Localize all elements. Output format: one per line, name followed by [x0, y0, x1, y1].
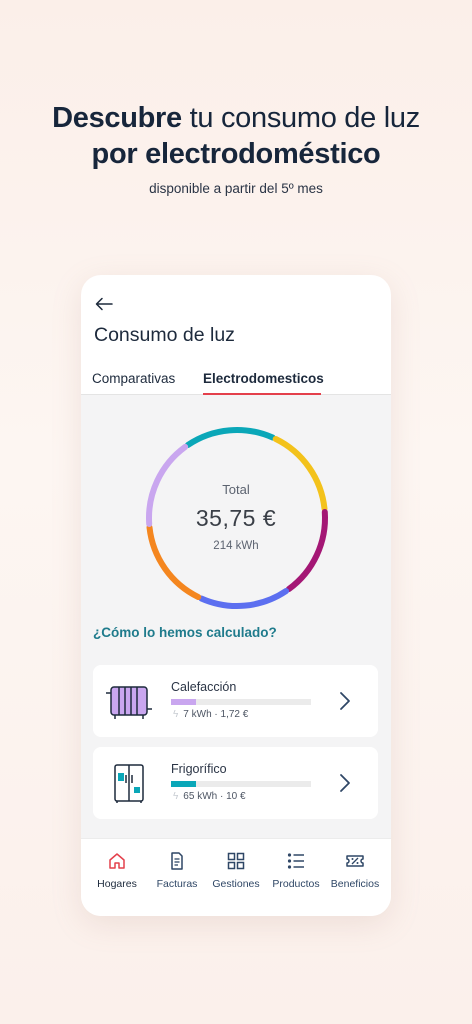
headline-bold-1: Descubre	[52, 102, 182, 134]
appliance-detail-row: ϟ 65 kWh · 10 €	[173, 791, 246, 802]
grid-icon	[227, 852, 245, 870]
invoice-icon	[171, 852, 183, 870]
nav-label: Productos	[272, 878, 320, 890]
donut-segment	[146, 524, 202, 601]
how-calculated-link[interactable]: ¿Cómo lo hemos calculado?	[93, 625, 277, 640]
nav-productos[interactable]: Productos	[265, 851, 327, 890]
page-title: Consumo de luz	[94, 324, 235, 346]
appliance-detail-row: ϟ 7 kWh · 1,72 €	[173, 709, 248, 720]
donut-segment	[198, 588, 290, 609]
nav-facturas[interactable]: Facturas	[146, 851, 208, 890]
appliance-usage-bar	[171, 699, 311, 705]
radiator-icon	[106, 686, 152, 719]
phone-mockup: Consumo de luz Comparativas Electrodomes…	[81, 275, 391, 916]
appliance-usage-bar	[171, 781, 311, 787]
arrow-left-icon	[95, 297, 113, 311]
appliance-card-calefaccion[interactable]: Calefacción ϟ 7 kWh · 1,72 €	[93, 665, 378, 737]
donut-segment	[272, 435, 328, 512]
appliance-name: Calefacción	[171, 680, 237, 694]
active-tab-indicator	[203, 393, 321, 395]
nav-label: Facturas	[156, 878, 198, 890]
nav-label: Hogares	[97, 878, 137, 890]
nav-hogares[interactable]: Hogares	[86, 851, 148, 890]
headline-bold-2: por electrodoméstico	[91, 138, 381, 170]
donut-segment	[184, 427, 276, 448]
tab-bar: Comparativas Electrodomesticos	[81, 365, 391, 395]
consumption-donut-chart	[146, 427, 328, 609]
tab-comparativas[interactable]: Comparativas	[92, 371, 176, 386]
nav-beneficios[interactable]: Beneficios	[324, 851, 386, 890]
tab-electrodomesticos[interactable]: Electrodomesticos	[203, 371, 324, 386]
appliance-usage-fill	[171, 699, 197, 705]
ticket-icon	[346, 855, 364, 867]
bolt-icon: ϟ	[173, 791, 179, 802]
appliance-detail: 65 kWh · 10 €	[183, 791, 246, 802]
list-icon	[287, 853, 304, 869]
chevron-right-icon	[340, 774, 350, 792]
promo-subtitle: disponible a partir del 5º mes	[149, 181, 323, 196]
nav-gestiones[interactable]: Gestiones	[205, 851, 267, 890]
chevron-right-icon	[340, 692, 350, 710]
appliance-name: Frigorífico	[171, 762, 227, 776]
back-button[interactable]	[93, 293, 115, 315]
headline-regular-1: tu consumo de luz	[181, 102, 421, 134]
home-icon	[109, 853, 125, 869]
total-label: Total	[222, 482, 250, 497]
content-area: Total 35,75 € 214 kWh ¿Cómo lo hemos cal…	[81, 395, 391, 838]
nav-label: Gestiones	[212, 878, 260, 890]
donut-segment	[285, 509, 328, 593]
promo-headline: Descubre tu consumo de luz por electrodo…	[0, 100, 472, 172]
appliance-card-frigorifico[interactable]: Frigorífico ϟ 65 kWh · 10 €	[93, 747, 378, 819]
bolt-icon: ϟ	[173, 709, 179, 720]
nav-label: Beneficios	[330, 878, 380, 890]
fridge-icon	[114, 764, 144, 803]
donut-segment	[146, 443, 189, 527]
total-kwh: 214 kWh	[213, 540, 259, 552]
total-value: 35,75 €	[195, 505, 277, 531]
bottom-navigation: Hogares Facturas Gestiones	[81, 838, 391, 916]
appliance-detail: 7 kWh · 1,72 €	[183, 709, 249, 720]
appliance-usage-fill	[171, 781, 197, 787]
